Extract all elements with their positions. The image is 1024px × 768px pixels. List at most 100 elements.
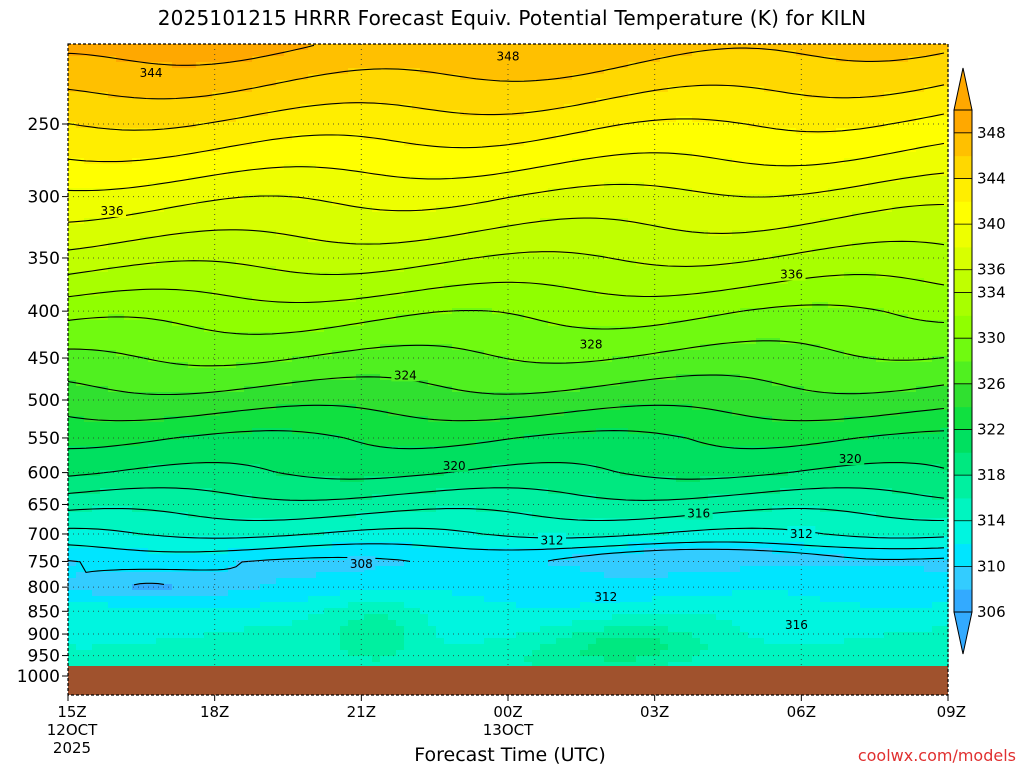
- field-cell: [100, 422, 109, 429]
- field-cell: [140, 350, 149, 357]
- field-cell: [108, 146, 117, 153]
- field-cell: [364, 410, 373, 417]
- field-cell: [308, 182, 317, 189]
- field-cell: [268, 338, 277, 345]
- field-cell: [92, 284, 101, 291]
- field-cell: [236, 596, 245, 603]
- field-cell: [300, 200, 309, 207]
- field-cell: [188, 494, 197, 501]
- field-cell: [340, 620, 349, 627]
- field-cell: [116, 44, 125, 51]
- field-cell: [140, 164, 149, 171]
- field-cell: [348, 638, 357, 645]
- field-cell: [228, 584, 237, 591]
- field-cell: [308, 620, 317, 627]
- field-cell: [420, 338, 429, 345]
- field-cell: [396, 56, 405, 63]
- field-cell: [132, 632, 141, 639]
- field-cell: [188, 212, 197, 219]
- field-cell: [156, 536, 165, 543]
- field-cell: [244, 344, 253, 351]
- field-cell: [316, 614, 325, 621]
- field-cell: [356, 434, 365, 441]
- field-cell: [412, 242, 421, 249]
- field-cell: [340, 260, 349, 267]
- field-cell: [116, 542, 125, 549]
- field-cell: [132, 98, 141, 105]
- field-cell: [340, 110, 349, 117]
- field-cell: [252, 620, 261, 627]
- field-cell: [180, 512, 189, 519]
- field-cell: [172, 140, 181, 147]
- field-cell: [300, 80, 309, 87]
- field-cell: [140, 632, 149, 639]
- field-cell: [244, 350, 253, 357]
- field-cell: [324, 344, 333, 351]
- field-cell: [388, 578, 397, 585]
- field-cell: [348, 158, 357, 165]
- field-cell: [284, 212, 293, 219]
- field-cell: [420, 386, 429, 393]
- field-cell: [404, 188, 413, 195]
- field-cell: [364, 104, 373, 111]
- field-cell: [76, 92, 85, 99]
- field-cell: [388, 404, 397, 411]
- field-cell: [380, 596, 389, 603]
- field-cell: [396, 272, 405, 279]
- field-cell: [268, 368, 277, 375]
- field-cell: [316, 80, 325, 87]
- field-cell: [220, 536, 229, 543]
- field-cell: [260, 134, 269, 141]
- field-cell: [300, 362, 309, 369]
- field-cell: [196, 464, 205, 471]
- field-cell: [412, 458, 421, 465]
- field-cell: [180, 182, 189, 189]
- field-cell: [244, 434, 253, 441]
- field-cell: [228, 176, 237, 183]
- field-cell: [428, 80, 437, 87]
- field-cell: [396, 194, 405, 201]
- field-cell: [356, 368, 365, 375]
- field-cell: [268, 146, 277, 153]
- field-cell: [276, 632, 285, 639]
- field-cell: [84, 476, 93, 483]
- field-cell: [404, 572, 413, 579]
- field-cell: [428, 314, 437, 321]
- field-cell: [308, 266, 317, 273]
- field-cell: [220, 464, 229, 471]
- field-cell: [300, 554, 309, 561]
- field-cell: [180, 296, 189, 303]
- field-cell: [444, 182, 453, 189]
- field-cell: [284, 434, 293, 441]
- field-cell: [252, 236, 261, 243]
- field-cell: [244, 62, 253, 69]
- field-cell: [244, 440, 253, 447]
- field-cell: [308, 86, 317, 93]
- field-cell: [244, 176, 253, 183]
- field-cell: [324, 602, 333, 609]
- field-cell: [340, 266, 349, 273]
- field-cell: [340, 332, 349, 339]
- field-cell: [404, 326, 413, 333]
- field-cell: [212, 44, 221, 51]
- field-cell: [260, 236, 269, 243]
- field-cell: [316, 518, 325, 525]
- field-cell: [380, 632, 389, 639]
- field-cell: [108, 278, 117, 285]
- field-cell: [140, 524, 149, 531]
- field-cell: [276, 200, 285, 207]
- field-cell: [148, 248, 157, 255]
- field-cell: [220, 494, 229, 501]
- field-cell: [140, 416, 149, 423]
- field-cell: [244, 578, 253, 585]
- field-cell: [220, 56, 229, 63]
- field-cell: [212, 98, 221, 105]
- field-cell: [196, 446, 205, 453]
- field-cell: [388, 482, 397, 489]
- field-cell: [140, 50, 149, 57]
- field-cell: [404, 260, 413, 267]
- field-cell: [124, 536, 133, 543]
- field-cell: [84, 62, 93, 69]
- field-cell: [196, 194, 205, 201]
- field-cell: [388, 434, 397, 441]
